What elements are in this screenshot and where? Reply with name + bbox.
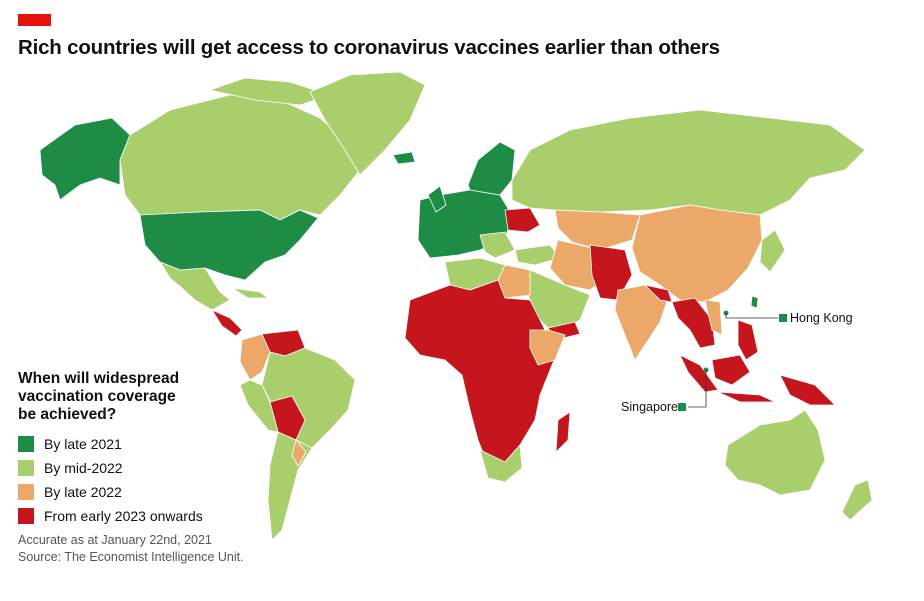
region-china-mongolia <box>631 204 763 303</box>
hong-kong-marker <box>779 314 787 322</box>
region-madagascar <box>555 411 571 453</box>
region-egypt <box>497 264 531 299</box>
region-korea-japan <box>759 229 786 273</box>
region-central-america <box>211 309 243 337</box>
region-scandinavia <box>467 141 516 196</box>
hong-kong-leader <box>725 313 778 319</box>
region-ukraine-belarus <box>504 207 541 233</box>
legend-item: By late 2022 <box>18 480 218 504</box>
region-southeast-asia <box>671 297 716 349</box>
region-peru <box>239 379 279 433</box>
region-borneo <box>711 354 751 386</box>
region-russia <box>511 109 866 216</box>
region-iceland <box>392 151 416 165</box>
legend-swatch <box>18 460 34 476</box>
brand-tag <box>18 14 51 26</box>
region-uk <box>427 185 447 213</box>
region-alaska <box>39 117 131 201</box>
accuracy-note: Accurate as at January 22nd, 2021 <box>18 533 212 547</box>
region-new-zealand <box>841 479 873 521</box>
legend-swatch <box>18 484 34 500</box>
legend-item: From early 2023 onwards <box>18 504 218 528</box>
region-greenland <box>309 71 426 176</box>
legend-label: By late 2021 <box>44 436 122 452</box>
source-note: Source: The Economist Intelligence Unit. <box>18 550 244 564</box>
hong-kong-label: Hong Kong <box>790 311 853 325</box>
region-australia <box>724 409 826 496</box>
region-taiwan <box>750 295 759 309</box>
region-mexico <box>159 261 231 311</box>
region-balkans <box>479 231 516 259</box>
singapore-label: Singapore <box>621 400 678 414</box>
legend-label: By late 2022 <box>44 484 122 500</box>
region-java-islands <box>717 391 776 403</box>
region-papua <box>779 374 836 406</box>
legend-heading: When will widespread vaccination coverag… <box>18 370 180 423</box>
legend-item: By mid-2022 <box>18 456 218 480</box>
region-southern-cone <box>267 431 313 541</box>
region-paraguay <box>291 439 307 467</box>
singapore-leader <box>688 370 707 408</box>
singapore-marker <box>678 403 686 411</box>
region-caribbean <box>231 287 269 299</box>
world-map <box>39 71 873 541</box>
region-philippines <box>737 319 759 361</box>
legend-swatch <box>18 508 34 524</box>
region-vietnam <box>704 299 723 336</box>
legend: When will widespread vaccination coverag… <box>18 370 218 528</box>
region-horn-africa <box>529 329 566 366</box>
legend-label: By mid-2022 <box>44 460 123 476</box>
region-sub-saharan-africa <box>404 279 566 466</box>
region-turkey <box>514 244 561 266</box>
footnote: Accurate as at January 22nd, 2021 Source… <box>18 532 244 566</box>
region-kazakhstan <box>554 209 641 251</box>
legend-swatch <box>18 436 34 452</box>
region-sumatra <box>679 354 719 393</box>
legend-label: From early 2023 onwards <box>44 508 203 524</box>
map-title: Rich countries will get access to corona… <box>18 36 720 59</box>
legend-item: By late 2021 <box>18 432 218 456</box>
region-southern-africa <box>479 444 523 483</box>
callout-hong-kong <box>723 310 787 322</box>
callout-singapore <box>678 367 709 411</box>
